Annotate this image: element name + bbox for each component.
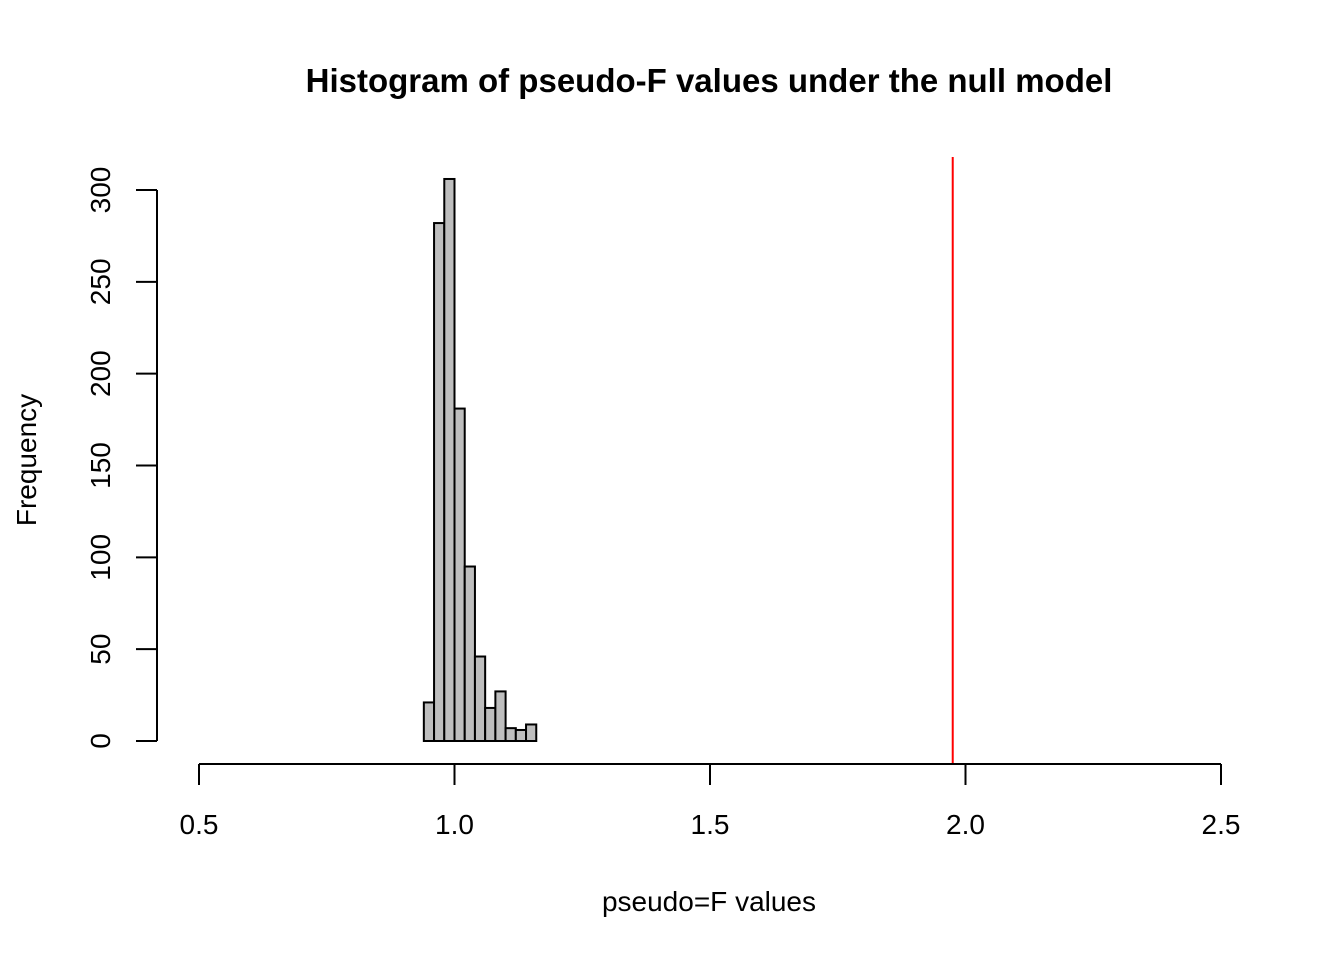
histogram-bar [443,177,456,743]
histogram-bar [494,690,507,742]
y-tick-label: 250 [85,258,116,305]
y-axis: 0 50 100 150 200 250 300 [85,167,158,749]
y-tick-label: 300 [85,167,116,214]
x-tick-label: 2.0 [946,809,985,840]
histogram-bar [504,727,517,742]
x-tick-label: 1.0 [435,809,474,840]
histogram-bar [484,706,497,743]
histogram-bar [514,728,528,742]
histogram-bar [422,701,436,742]
x-axis-label: pseudo=F values [602,886,816,917]
y-axis-label: Frequency [11,394,42,526]
y-tick-label: 200 [85,350,116,397]
histogram-bars [422,177,538,743]
y-tick-label: 100 [85,534,116,581]
y-tick-label: 50 [85,634,116,665]
histogram-bar [473,655,487,742]
histogram-bar [463,565,476,742]
histogram-bar [525,723,538,742]
y-tick-label: 150 [85,442,116,489]
x-tick-label: 2.5 [1202,809,1241,840]
x-axis: 0.5 1.0 1.5 2.0 2.5 [180,763,1241,840]
histogram-bar [453,407,466,742]
chart-title: Histogram of pseudo-F values under the n… [306,62,1113,99]
histogram-bar [433,222,446,742]
x-tick-label: 1.5 [691,809,730,840]
x-tick-label: 0.5 [180,809,219,840]
y-tick-label: 0 [85,733,116,749]
